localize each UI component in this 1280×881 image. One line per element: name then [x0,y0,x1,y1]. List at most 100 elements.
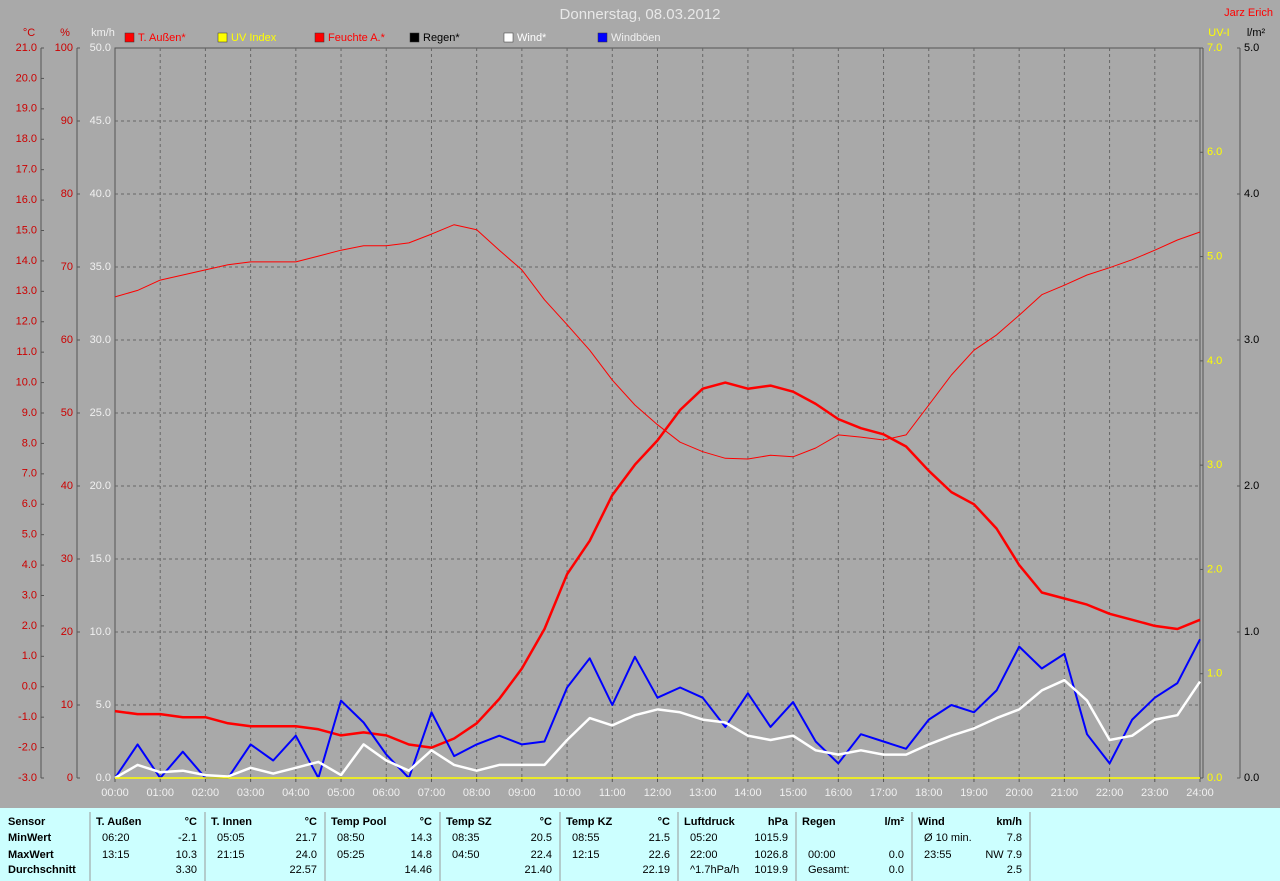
y-tick-label: 1.0 [22,650,37,662]
table-cell: 05:05 [217,832,245,844]
y-tick-label: 6.0 [22,498,37,510]
column-header: Temp SZ [446,816,492,828]
table-cell: 08:55 [572,832,600,844]
table-cell: 08:35 [452,832,480,844]
x-tick-label: 06:00 [372,787,400,799]
x-tick-label: 17:00 [870,787,898,799]
x-tick-label: 18:00 [915,787,943,799]
axis-unit: l/m² [1247,27,1266,39]
x-tick-label: 00:00 [101,787,129,799]
y-tick-label: -2.0 [18,741,37,753]
x-tick-label: 24:00 [1186,787,1214,799]
legend-label: Windböen [611,32,661,44]
column-unit: hPa [768,816,789,828]
column-header: Temp Pool [331,816,386,828]
table-cell: 22.19 [642,864,670,876]
x-tick-label: 20:00 [1005,787,1033,799]
y-tick-label: 35.0 [90,261,111,273]
x-tick-label: 23:00 [1141,787,1169,799]
table-cell: ^1.7hPa/h [690,864,739,876]
table-cell: 05:25 [337,849,365,861]
table-cell: 22:00 [690,849,718,861]
table-cell: 14.46 [404,864,432,876]
table-cell: 7.8 [1007,832,1022,844]
table-cell: 14.3 [411,832,432,844]
y-tick-label: 5.0 [96,699,111,711]
table-cell: 23:55 [924,849,952,861]
x-tick-label: 11:00 [599,787,626,799]
y-tick-label: 100 [55,42,73,54]
table-background [0,808,1280,881]
y-tick-label: 4.0 [22,559,37,571]
column-unit: °C [185,816,197,828]
table-cell: 04:50 [452,849,480,861]
table-cell: 22.6 [649,849,670,861]
y-tick-label: 14.0 [16,255,37,267]
legend-label: UV Index [231,32,277,44]
y-tick-label: 12.0 [16,316,37,328]
x-tick-label: 07:00 [418,787,446,799]
y-tick-label: 18.0 [16,133,37,145]
series-line [114,224,1201,460]
table-cell: 10.3 [176,849,197,861]
series-line [114,381,1201,749]
y-tick-label: 20.0 [90,480,111,492]
y-tick-label: 2.0 [1207,563,1222,575]
y-tick-label: 80 [61,188,73,200]
y-tick-label: 90 [61,115,73,127]
table-cell: 21.7 [296,832,317,844]
table-cell: 22.4 [531,849,552,861]
table-cell: 3.30 [176,864,197,876]
x-tick-label: 22:00 [1096,787,1124,799]
y-tick-label: 1.0 [1207,668,1222,680]
x-tick-label: 02:00 [192,787,220,799]
y-tick-label: 9.0 [22,407,37,419]
column-header: Regen [802,816,836,828]
y-tick-label: 15.0 [16,224,37,236]
x-tick-label: 16:00 [825,787,853,799]
legend-swatch [503,32,514,43]
y-tick-label: 60 [61,334,73,346]
x-tick-label: 14:00 [734,787,762,799]
table-cell: NW 7.9 [985,849,1022,861]
y-tick-label: 30 [61,553,73,565]
table-cell: 12:15 [572,849,600,861]
column-unit: °C [540,816,552,828]
column-unit: °C [658,816,670,828]
series-line [114,678,1202,780]
y-tick-label: 11.0 [16,346,37,358]
x-tick-label: 21:00 [1051,787,1079,799]
table-cell: 1019.9 [754,864,788,876]
table-cell: 1015.9 [754,832,788,844]
table-cell: 08:50 [337,832,365,844]
y-tick-label: 45.0 [90,115,111,127]
y-tick-label: 4.0 [1207,355,1222,367]
y-tick-label: 30.0 [90,334,111,346]
y-tick-label: 3.0 [1244,334,1259,346]
axis-unit: UV-I [1208,27,1229,39]
legend-label: Wind* [517,32,547,44]
y-tick-label: 10 [61,699,73,711]
table-cell: 13:15 [102,849,130,861]
table-row-label: Durchschnitt [8,864,76,876]
x-tick-label: 10:00 [553,787,581,799]
x-tick-label: 12:00 [644,787,672,799]
y-tick-label: 0.0 [96,772,111,784]
y-tick-label: -3.0 [18,772,37,784]
column-header: T. Innen [211,816,252,828]
y-tick-label: 3.0 [1207,459,1222,471]
table-cell: 1026.8 [754,849,788,861]
x-tick-label: 19:00 [960,787,988,799]
table-cell: 0.0 [889,849,904,861]
table-cell: 20.5 [531,832,552,844]
y-tick-label: -1.0 [18,711,37,723]
x-tick-label: 04:00 [282,787,310,799]
y-tick-label: 50 [61,407,73,419]
y-tick-label: 40.0 [90,188,111,200]
y-tick-label: 5.0 [1244,42,1259,54]
column-header: Luftdruck [684,816,736,828]
y-tick-label: 0.0 [1207,772,1222,784]
table-cell: 14.8 [411,849,432,861]
